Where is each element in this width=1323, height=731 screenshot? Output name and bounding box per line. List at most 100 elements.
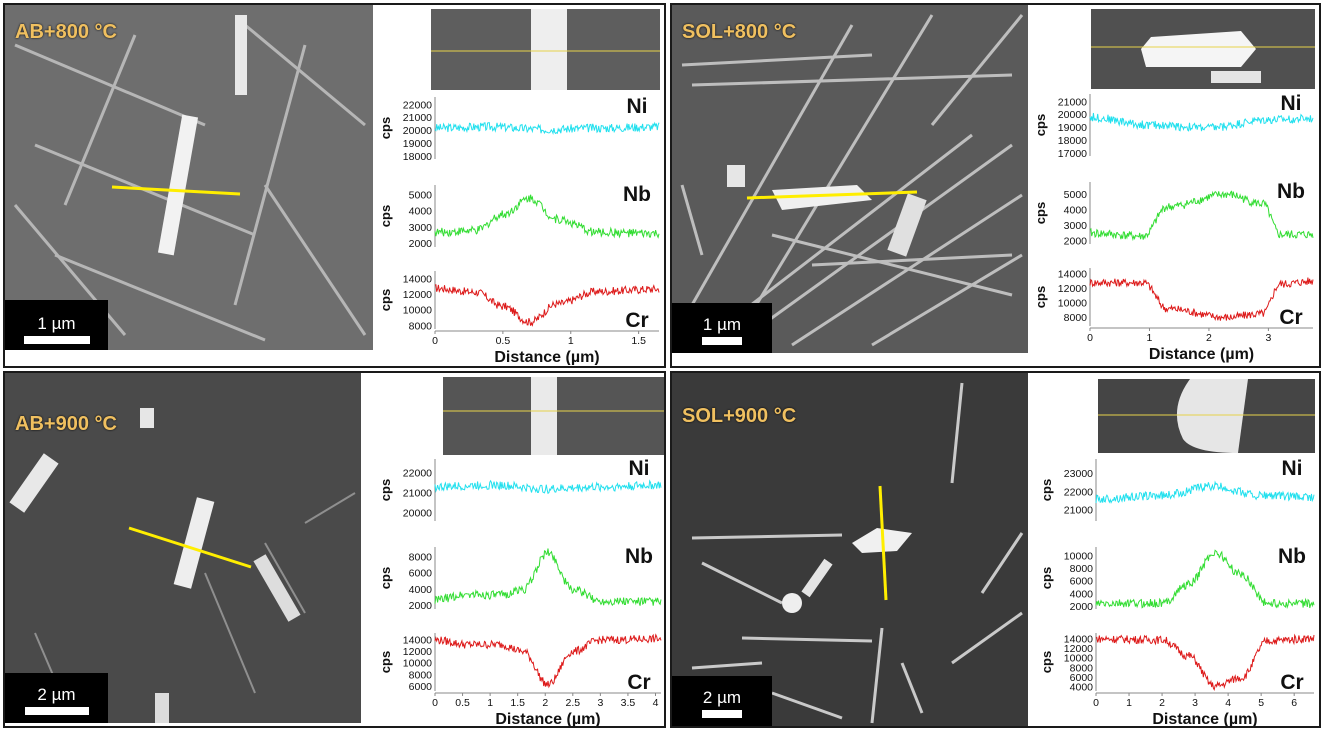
y-tick-label: 4000: [409, 584, 433, 596]
zoom-inset-image: [1098, 379, 1315, 453]
profile-line-cr: [1095, 633, 1315, 692]
line-scan-marker: [111, 185, 241, 196]
y-unit-label: cps: [1039, 479, 1054, 501]
element-label-ni: Ni: [627, 95, 648, 118]
sem-micrograph: SOL+900 °C 2 µm: [672, 373, 1028, 726]
y-unit-label: cps: [378, 651, 393, 673]
x-tick-label: 6: [1291, 697, 1297, 709]
zoom-inset-image: [1091, 9, 1315, 89]
zoom-inset-image: [443, 377, 664, 455]
element-label-cr: Cr: [625, 309, 648, 332]
x-tick-label: 5: [1258, 697, 1264, 709]
x-tick-label: 0: [1093, 697, 1099, 709]
condition-label: AB+800 °C: [15, 21, 117, 43]
y-tick-label: 21000: [1064, 505, 1093, 517]
element-label-ni: Ni: [629, 457, 650, 480]
y-tick-label: 14000: [1064, 633, 1093, 645]
profile-line-ni: [434, 479, 662, 495]
panel-ab-900: AB+900 °C 2 µm 22000 21000 20000 cps Ni 8000 6…: [3, 371, 666, 728]
y-unit-label: cps: [1033, 114, 1048, 136]
sem-image: [672, 5, 1028, 353]
x-tick-label: 2: [1206, 332, 1212, 344]
y-tick-label: 6000: [1070, 576, 1094, 588]
x-tick-label: 0: [1087, 332, 1093, 344]
y-tick-label: 19000: [1058, 122, 1087, 134]
y-tick-label: 4000: [409, 206, 433, 218]
y-tick-label: 20000: [403, 125, 432, 137]
y-tick-label: 2000: [1064, 235, 1088, 247]
y-tick-label: 12000: [403, 646, 432, 658]
profile-line-cr: [434, 633, 662, 689]
y-tick-label: 12000: [403, 289, 432, 301]
y-tick-label: 10000: [1058, 297, 1087, 309]
line-profiles: 23000 22000 21000 cps Ni 10000 8000 6000 4000 200…: [1036, 455, 1319, 726]
profile-line-nb: [1095, 549, 1315, 610]
x-tick-label: 0: [432, 697, 438, 709]
y-tick-label: 22000: [403, 99, 432, 111]
y-unit-label: cps: [378, 117, 393, 139]
x-tick-label: 1: [1147, 332, 1153, 344]
y-tick-label: 2000: [1070, 601, 1094, 613]
panel-ab-800: AB+800 °C 1 µm 22000 21000 20000 19000 18000…: [3, 3, 666, 368]
scale-bar-line: [702, 337, 742, 345]
y-unit-label: cps: [1033, 202, 1048, 224]
y-unit-label: cps: [1033, 286, 1048, 308]
element-label-nb: Nb: [1278, 545, 1306, 568]
scale-bar-label: 2 µm: [37, 685, 76, 704]
line-scan-marker: [746, 190, 918, 200]
y-tick-label: 18000: [403, 151, 432, 163]
x-tick-label: 0.5: [496, 335, 511, 347]
element-label-nb: Nb: [625, 545, 653, 568]
profile-chart: 220002100020000cpsNi8000600040002000cpsN…: [378, 457, 662, 726]
x-tick-label: 1: [487, 697, 493, 709]
y-tick-label: 8000: [409, 320, 433, 332]
x-tick-label: 1: [1126, 697, 1132, 709]
element-label-cr: Cr: [627, 671, 650, 694]
y-tick-label: 3000: [1064, 220, 1088, 232]
profile-chart: 2200021000200001900018000cpsNi5000400030…: [378, 95, 660, 366]
y-tick-label: 14000: [403, 273, 432, 285]
scale-bar: 2 µm: [672, 676, 772, 726]
x-axis-label: Distance (µm): [1149, 346, 1254, 363]
y-tick-label: 14000: [403, 634, 432, 646]
zoom-inset: [1091, 9, 1315, 89]
y-tick-label: 22000: [403, 468, 432, 480]
scale-bar: 2 µm: [5, 673, 108, 723]
scale-bar-line: [23, 336, 90, 344]
condition-label: AB+900 °C: [15, 413, 117, 435]
sem-micrograph: AB+900 °C 2 µm: [5, 373, 361, 723]
line-profiles: 21000 20000 19000 18000 17000 cps Ni 5000 4000 30…: [1030, 90, 1319, 365]
element-label-ni: Ni: [1281, 92, 1302, 115]
element-label-nb: Nb: [1277, 180, 1305, 203]
y-tick-label: 6000: [409, 568, 433, 580]
zoom-inset: [1098, 379, 1315, 453]
x-tick-label: 2: [542, 697, 548, 709]
condition-label: SOL+800 °C: [682, 21, 797, 43]
scale-bar: 1 µm: [672, 303, 772, 353]
y-tick-label: 20000: [1058, 109, 1087, 121]
zoom-inset: [443, 377, 664, 455]
x-tick-label: 4: [653, 697, 659, 709]
line-scan-marker: [128, 526, 252, 569]
x-tick-label: 3: [1265, 332, 1271, 344]
y-tick-label: 21000: [403, 488, 432, 500]
panel-sol-900: SOL+900 °C 2 µm 23000 22000 21000 cps Ni 1000…: [670, 371, 1321, 728]
line-profiles: 22000 21000 20000 cps Ni 8000 6000 4000 2000 cps N…: [375, 455, 664, 726]
x-tick-label: 1: [568, 335, 574, 347]
y-unit-label: cps: [378, 205, 393, 227]
y-tick-label: 21000: [403, 112, 432, 124]
x-tick-label: 1.5: [631, 335, 646, 347]
y-tick-label: 5000: [409, 189, 433, 201]
profile-line-ni: [434, 121, 660, 136]
y-tick-label: 2000: [409, 238, 433, 250]
y-tick-label: 8000: [409, 551, 433, 563]
profile-chart: 2100020000190001800017000cpsNi5000400030…: [1033, 92, 1314, 363]
x-tick-label: 4: [1225, 697, 1231, 709]
x-axis-label: Distance (µm): [494, 349, 599, 365]
scale-bar-label: 1 µm: [702, 315, 742, 334]
y-tick-label: 5000: [1064, 189, 1088, 201]
y-tick-label: 18000: [1058, 135, 1087, 147]
scale-bar-line: [702, 710, 742, 718]
y-tick-label: 17000: [1058, 148, 1087, 160]
y-tick-label: 10000: [403, 658, 432, 670]
